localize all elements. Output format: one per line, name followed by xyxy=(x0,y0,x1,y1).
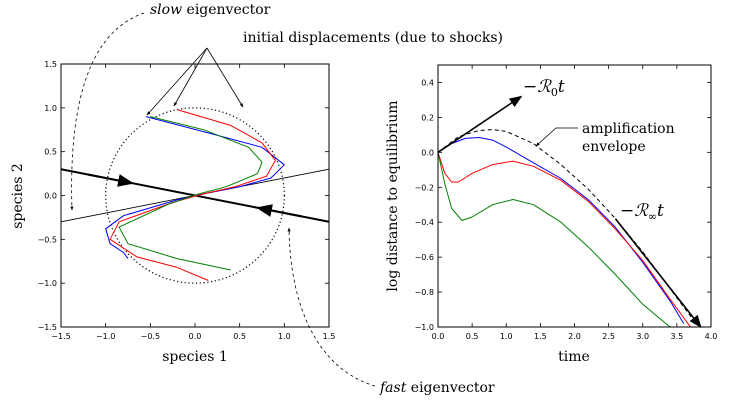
slow-eigenvector-pointer xyxy=(70,12,145,211)
left-xtick-label: 1.5 xyxy=(323,332,336,341)
initial-displacement-circle xyxy=(105,107,285,284)
asymptote-arrow-1 xyxy=(437,95,523,153)
left-xtick-label: −0.5 xyxy=(141,332,160,341)
left-ytick-label: 0.5 xyxy=(44,148,57,157)
phase-portrait-panel: −1.5 −1.0 −0.5 0.0 0.5 1.0 1.5 1.5 1.0 0.5 0.0 −0.5… xyxy=(10,60,335,365)
right-ytick-label: 0.4 xyxy=(421,78,434,87)
trajectory-green xyxy=(118,116,263,271)
right-ytick-label: −1.0 xyxy=(415,323,434,332)
initial-displacements-label: initial displacements (due to shocks) xyxy=(243,30,503,46)
right-ytick-label: −0.2 xyxy=(415,183,434,192)
distance-time-lines xyxy=(438,129,698,327)
left-y-axis-label: species 2 xyxy=(10,163,26,229)
curve-red xyxy=(438,152,691,327)
right-xtick-label: 3.5 xyxy=(671,332,684,341)
right-ytick-label: 0.0 xyxy=(421,148,434,157)
asymptote-sign: − xyxy=(620,201,634,221)
asymptote-label-2: −ℛ∞t xyxy=(620,201,664,223)
slow-eigen-arrow-2 xyxy=(255,204,303,218)
right-xtick-label: 1.0 xyxy=(500,332,513,341)
asymptote-variable: t xyxy=(657,201,664,221)
left-ytick-label: 1.5 xyxy=(44,60,57,69)
slow-eigen-word: eigenvector xyxy=(187,2,271,18)
asymptote-arrows: −ℛ0t−ℛ∞t xyxy=(437,77,702,329)
fast-eigenvector-label: fast eigenvector xyxy=(379,380,495,396)
envelope-label-line1: amplification xyxy=(582,121,675,137)
left-xtick-label: 0.0 xyxy=(189,332,202,341)
fast-eigenvector-pointer xyxy=(287,227,376,387)
left-ytick-label: −1.0 xyxy=(38,279,57,288)
asymptote-symbol: ℛ xyxy=(634,201,649,221)
right-xtick-label: 0.0 xyxy=(432,332,445,341)
asymptote-symbol: ℛ xyxy=(537,77,552,97)
envelope-label-line2: envelope xyxy=(582,139,646,155)
curve-blue xyxy=(438,137,685,324)
curve-amplification-envelope xyxy=(438,129,698,326)
trajectory-red xyxy=(109,109,276,281)
asymptote-subscript: ∞ xyxy=(648,210,657,223)
left-xtick-label: −1.0 xyxy=(96,332,115,341)
fast-word: fast xyxy=(379,380,407,396)
fast-eigen-word: eigenvector xyxy=(411,380,495,396)
slow-eigenvector-label: slow eigenvector xyxy=(150,2,271,18)
asymptote-sign: − xyxy=(523,77,537,97)
left-ytick-label: 1.0 xyxy=(44,104,57,113)
left-x-axis-label: species 1 xyxy=(162,349,228,365)
curve-green xyxy=(438,152,671,327)
left-xtick-label: 0.5 xyxy=(233,332,246,341)
left-ytick-label: 0.0 xyxy=(44,192,57,201)
right-xtick-label: 1.5 xyxy=(534,332,547,341)
right-x-axis-label: time xyxy=(558,349,590,365)
right-ytick-label: −0.8 xyxy=(415,288,434,297)
initial-pointer-3 xyxy=(206,47,244,108)
left-axes-ticks: −1.5 −1.0 −0.5 0.0 0.5 1.0 1.5 1.5 1.0 0.5 0.0 −0.5… xyxy=(38,60,336,341)
asymptote-subscript: 0 xyxy=(551,86,558,99)
left-ytick-label: −1.5 xyxy=(38,323,57,332)
right-ytick-label: −0.6 xyxy=(415,253,434,262)
envelope-pointer xyxy=(535,127,578,147)
right-ytick-label: −0.4 xyxy=(415,218,434,227)
distance-time-panel: 0.0 0.5 1.0 1.5 2.0 2.5 3.0 3.5 4.0 0.4 0.2 0.0 −0.2… xyxy=(385,64,718,365)
right-axes-ticks: 0.0 0.5 1.0 1.5 2.0 2.5 3.0 3.5 4.0 0.4 0.2 0.0 −0.2… xyxy=(415,65,718,341)
annotations: slow eigenvector fast eigenvector initia… xyxy=(70,2,675,396)
asymptote-variable: t xyxy=(558,77,565,97)
right-xtick-label: 3.0 xyxy=(636,332,649,341)
left-xtick-label: −1.5 xyxy=(51,332,70,341)
right-y-axis-label: log distance to equilibrium xyxy=(385,100,401,291)
left-ytick-label: −0.5 xyxy=(38,235,57,244)
trajectory-blue xyxy=(105,116,285,259)
phase-portrait-lines xyxy=(61,107,329,284)
slow-eigen-arrow-1 xyxy=(87,173,135,187)
slow-word: slow xyxy=(150,2,182,18)
initial-pointer-1 xyxy=(146,47,208,116)
right-xtick-label: 2.0 xyxy=(568,332,581,341)
initial-pointer-2 xyxy=(173,47,208,107)
right-ytick-label: 0.2 xyxy=(421,113,434,122)
right-xtick-label: 4.0 xyxy=(705,332,718,341)
asymptote-label-1: −ℛ0t xyxy=(523,77,565,99)
asymptote-arrow-2 xyxy=(614,218,702,329)
right-xtick-label: 0.5 xyxy=(466,332,479,341)
right-xtick-label: 2.5 xyxy=(602,332,615,341)
left-xtick-label: 1.0 xyxy=(278,332,291,341)
